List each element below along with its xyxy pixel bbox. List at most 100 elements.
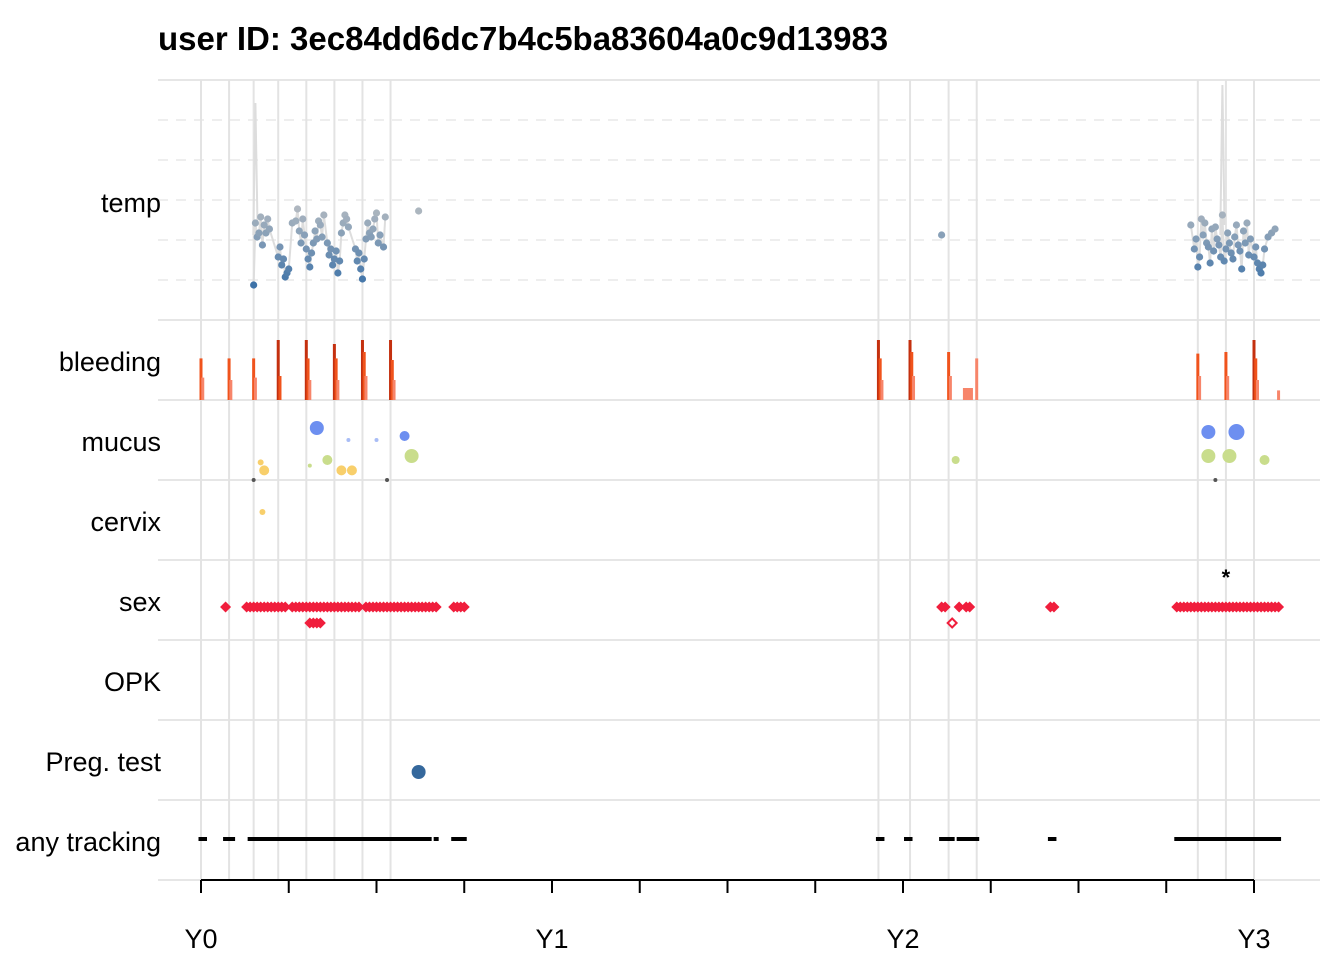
cycle-start-lines — [200, 80, 1255, 880]
bleeding-bar — [878, 358, 882, 400]
preg-test-series — [411, 765, 426, 779]
bleeding-bar — [1254, 358, 1258, 400]
tracking-mark — [1237, 837, 1243, 841]
sex-point — [220, 601, 232, 613]
tracking-mark — [1202, 837, 1208, 841]
tracking-mark — [331, 837, 337, 841]
tracking-mark — [1272, 837, 1278, 841]
temp-point — [264, 215, 272, 223]
tracking-mark — [1184, 837, 1190, 841]
tracking-mark — [342, 837, 348, 841]
tracking-mark — [324, 837, 330, 841]
row-label-sex: sex — [119, 587, 162, 617]
tracking-mark — [258, 837, 264, 841]
tracking-mark — [226, 837, 232, 841]
temp-point — [1204, 243, 1212, 251]
tracking-mark — [388, 837, 394, 841]
tracking-mark — [412, 837, 418, 841]
tracking-mark — [202, 837, 208, 841]
tracking-mark — [402, 837, 408, 841]
temp-point — [302, 245, 310, 253]
bleeding-bar — [252, 358, 256, 400]
temp-point — [293, 205, 302, 213]
preg-test-point — [411, 765, 426, 779]
bleeding-bar — [968, 388, 972, 400]
temp-point — [320, 211, 328, 219]
tracking-mark — [451, 837, 457, 841]
temp-point — [337, 229, 345, 237]
tracking-mark — [198, 837, 204, 841]
bleeding-bar — [334, 358, 338, 400]
bleeding-bar — [1198, 376, 1202, 400]
cervix-series — [259, 509, 266, 515]
bleeding-bar — [966, 388, 970, 400]
temp-point — [1259, 261, 1267, 269]
mucus-point — [259, 465, 270, 476]
tracking-mark — [1177, 837, 1183, 841]
mucus-point — [309, 421, 324, 435]
cervix-point — [259, 509, 266, 515]
temp-point — [306, 263, 314, 271]
tracking-mark — [1191, 837, 1197, 841]
tracking-mark — [275, 837, 281, 841]
bleeding-bar — [362, 352, 366, 400]
temp-point — [1220, 257, 1228, 265]
tracking-mark — [1230, 837, 1236, 841]
tracking-mark — [1269, 837, 1275, 841]
tracking-mark — [296, 837, 302, 841]
sex-point — [953, 601, 965, 613]
temp-point — [1225, 239, 1234, 247]
temp-point — [1236, 247, 1244, 255]
temp-point — [336, 257, 344, 265]
temp-point — [276, 243, 284, 251]
tracking-mark — [963, 837, 969, 841]
tracking-mark — [1258, 837, 1264, 841]
tracking-mark — [949, 837, 955, 841]
temp-point — [1201, 219, 1209, 227]
temp-point — [364, 219, 372, 227]
tracking-mark — [1226, 837, 1232, 841]
chart-title: user ID: 3ec84dd6dc7b4c5ba83604a0c9d1398… — [158, 20, 889, 57]
mucus-point — [951, 456, 960, 464]
sex-point — [939, 601, 951, 613]
temp-point — [1218, 211, 1227, 219]
mucus-series — [251, 421, 1270, 482]
sex-point-secondary — [314, 617, 326, 629]
tracking-mark — [946, 837, 952, 841]
tracking-mark — [1240, 837, 1246, 841]
temp-line-segment — [268, 228, 280, 258]
temp-point — [344, 223, 353, 231]
tracking-mark — [289, 837, 295, 841]
temp-point — [371, 215, 379, 223]
tracking-mark — [879, 837, 885, 841]
temp-point — [285, 265, 293, 273]
tracking-mark — [345, 837, 351, 841]
tracking-mark — [363, 837, 369, 841]
temp-spike-line — [252, 102, 259, 236]
row-label-mucus: mucus — [81, 427, 161, 457]
x-tick-label: Y2 — [886, 924, 919, 954]
temp-line-segment — [1195, 238, 1199, 268]
mucus-point — [399, 431, 410, 441]
sex-point — [458, 601, 470, 613]
bleeding-bar — [1224, 352, 1228, 400]
tracking-mark — [426, 837, 432, 841]
temp-point — [372, 209, 381, 217]
row-label-preg-test: Preg. test — [45, 747, 161, 777]
bleeding-bar — [201, 377, 205, 400]
bleeding-bar — [948, 376, 952, 400]
tracking-mark — [356, 837, 362, 841]
tracking-mark — [279, 837, 285, 841]
temp-point — [329, 261, 337, 269]
sex-series: * — [220, 565, 1285, 629]
row-labels: temp bleeding mucus cervix sex OPK Preg.… — [15, 188, 161, 857]
bleeding-bar — [1277, 390, 1281, 400]
tracking-mark — [1219, 837, 1225, 841]
temp-point — [367, 233, 375, 241]
temp-point — [1199, 231, 1207, 239]
tracking-mark — [405, 837, 411, 841]
temp-point — [332, 247, 340, 255]
tracking-mark — [251, 837, 257, 841]
tracking-mark — [310, 837, 316, 841]
x-axis: Y0 Y1 Y2 Y3 — [184, 879, 1271, 954]
